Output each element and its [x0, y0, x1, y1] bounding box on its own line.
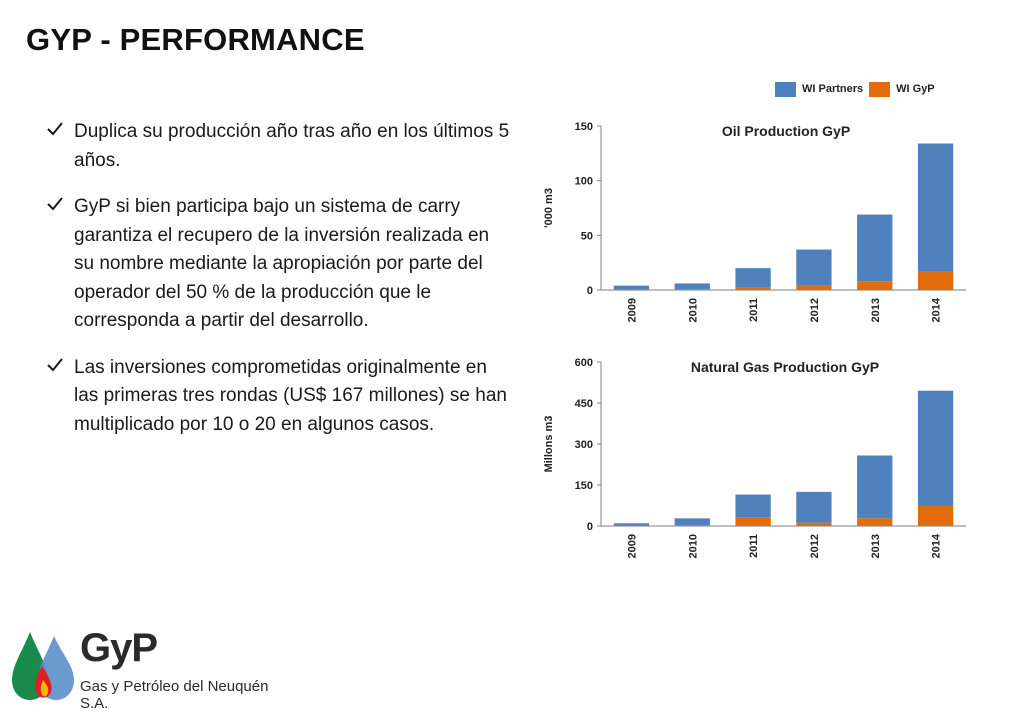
page-title: GYP - PERFORMANCE: [26, 22, 365, 57]
bullet-text: GyP si bien participa bajo un sistema de…: [74, 196, 490, 331]
x-tick-label: 2009: [626, 534, 638, 558]
bar-partners: [613, 285, 650, 290]
company-logo: GyP Gas y Petróleo del Neuquén S.A.: [10, 626, 290, 712]
checkmark-icon: [47, 357, 63, 371]
bar-gyp: [674, 525, 710, 526]
x-tick-label: 2012: [809, 534, 821, 558]
checkmark-icon: [47, 122, 63, 136]
x-tick-label: 2010: [687, 298, 699, 322]
x-tick-label: 2011: [748, 298, 760, 322]
legend-label-partners: WI Partners: [802, 83, 864, 95]
bar-gyp: [796, 285, 832, 290]
x-tick-label: 2010: [687, 534, 699, 558]
bullet-item: Duplica su producción año tras año en lo…: [46, 118, 512, 175]
bar-partners: [857, 455, 893, 519]
logo-drops-icon: [12, 632, 74, 700]
y-tick-label: 150: [575, 480, 593, 492]
bullet-item: Las inversiones comprometidas originalme…: [46, 354, 512, 440]
y-tick-label: 300: [575, 439, 593, 451]
y-tick-label: 150: [575, 121, 593, 133]
y-tick-label: 450: [575, 398, 593, 410]
bullet-text: Las inversiones comprometidas originalme…: [74, 356, 507, 435]
legend-swatch-partners: [775, 81, 796, 97]
bullet-list: Duplica su producción año tras año en lo…: [46, 118, 512, 457]
bar-partners: [735, 494, 771, 518]
y-tick-label: 100: [575, 176, 593, 188]
bullet-item: GyP si bien participa bajo un sistema de…: [46, 193, 512, 336]
y-tick-label: 0: [587, 285, 593, 297]
bar-partners: [613, 523, 650, 526]
bar-gyp: [735, 287, 771, 290]
bar-gyp: [613, 289, 650, 290]
bar-partners: [796, 491, 832, 523]
logo-subtitle: Gas y Petróleo del Neuquén S.A.: [80, 678, 269, 712]
y-tick-label: 50: [581, 230, 593, 242]
bar-gyp: [674, 289, 710, 290]
bar-partners: [917, 390, 954, 506]
bar-gyp: [796, 522, 832, 526]
bar-partners: [857, 214, 893, 282]
x-tick-label: 2013: [870, 298, 882, 322]
x-tick-label: 2013: [870, 534, 882, 558]
x-tick-label: 2014: [931, 297, 943, 322]
bar-partners: [796, 249, 832, 286]
x-tick-label: 2009: [626, 298, 638, 322]
bar-partners: [674, 283, 710, 290]
y-tick-label: 600: [575, 357, 593, 369]
bullet-text: Duplica su producción año tras año en lo…: [74, 121, 510, 171]
bar-gyp: [613, 525, 650, 526]
bar-partners: [735, 268, 771, 288]
bar-partners: [674, 518, 710, 526]
bar-gyp: [857, 281, 893, 290]
logo-brand: GyP: [80, 626, 158, 670]
legend-label-gyp: WI GyP: [896, 83, 935, 95]
gas-production-chart: 0 150 300 450 600 Millons m3 Natural Gas Produ…: [543, 357, 966, 558]
legend-item-partners: WI Partners: [775, 81, 864, 97]
x-tick-label: 2011: [748, 534, 760, 558]
x-tick-label: 2014: [931, 533, 943, 558]
x-tick-label: 2012: [809, 298, 821, 322]
y-tick-label: 0: [587, 521, 593, 533]
bar-gyp: [735, 517, 771, 526]
checkmark-icon: [47, 197, 63, 211]
legend-item-gyp: WI GyP: [869, 81, 935, 97]
chart-legend: WI Partners WI GyP: [775, 80, 941, 98]
y-axis-label: '000 m3: [543, 188, 555, 228]
bar-partners: [917, 143, 954, 272]
legend-swatch-gyp: [869, 81, 891, 97]
chart-title: Natural Gas Production GyP: [691, 359, 879, 375]
bar-gyp: [917, 271, 954, 290]
oil-production-chart: 0 50 100 150 '000 m3 Oil Production GyP 2009 20…: [543, 121, 966, 322]
bar-gyp: [917, 505, 954, 526]
chart-title: Oil Production GyP: [722, 123, 850, 139]
y-axis-label: Millons m3: [543, 416, 555, 473]
bar-gyp: [857, 518, 893, 526]
